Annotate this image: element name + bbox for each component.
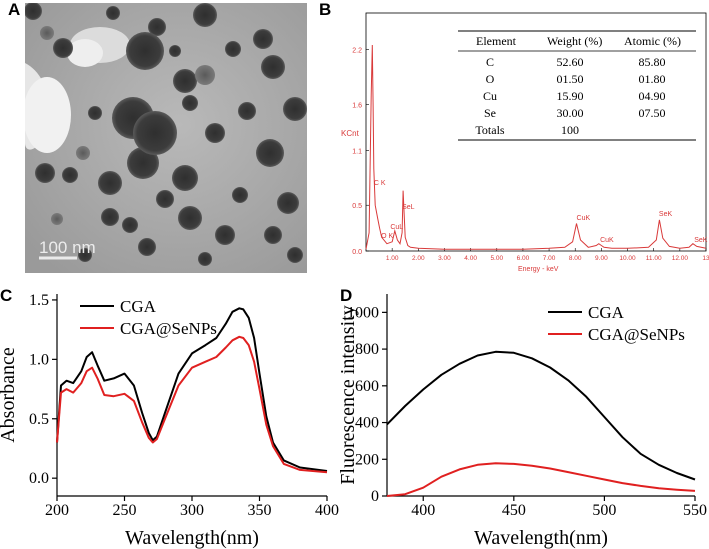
- eds-series-line: [365, 44, 707, 250]
- eds-y-tick-label: 0.5: [352, 203, 362, 210]
- eds-y-tick-label: 1.6: [352, 103, 362, 110]
- scale-label: 100 nm: [39, 238, 96, 257]
- absorbance-chart: 200 250 300 350 400 0.0 0.5 1.0 1.5 Wavelength(nm…: [0, 292, 339, 549]
- y-tick-label: 200: [355, 451, 379, 468]
- table-cell: C: [486, 55, 494, 69]
- y-axis-label: Fluorescence intensity: [340, 305, 359, 484]
- eds-x-tick-label: 4.00: [464, 255, 477, 262]
- eds-x-tick-label: 10.00: [619, 255, 636, 262]
- eds-axes: [365, 12, 707, 252]
- table-header-atomic: Atomic (%): [624, 34, 681, 48]
- eds-x-tick-label: 5.00: [490, 255, 503, 262]
- eds-peak-label: CuK: [577, 215, 591, 222]
- y-tick-label: 1000: [347, 304, 379, 321]
- eds-peak-labels: C K O K CuL SeL CuK CuK SeK SeK: [374, 180, 708, 244]
- panel-label-a: A: [8, 0, 21, 19]
- eds-peak-label: SeK: [659, 211, 673, 218]
- eds-spectrum-chart: 1.00 2.00 3.00 4.00 5.00 6.00 7.00 8.00 9.00 10.0…: [341, 12, 709, 273]
- eds-series: [365, 44, 707, 250]
- eds-x-tick-label: 12.00: [672, 255, 689, 262]
- y-tick-label: 1.0: [29, 351, 49, 368]
- eds-peak-label: CuL: [390, 224, 403, 231]
- y-tick-label: 0.0: [29, 470, 49, 487]
- x-tick-label: 500: [592, 502, 616, 519]
- y-tick-label: 1.5: [29, 292, 49, 309]
- table-cell: Totals: [475, 123, 504, 137]
- eds-peak-label: SeK: [694, 237, 708, 244]
- eds-xlabel: Energy - keV: [518, 266, 559, 273]
- eds-x-tick-label: 2.00: [412, 255, 425, 262]
- eds-x-tick-label: 11.00: [646, 255, 662, 262]
- table-cell: 85.80: [639, 55, 666, 69]
- x-tick-label: 350: [248, 502, 272, 519]
- table-cell: 07.50: [639, 106, 666, 120]
- element-table: Element Weight (%) Atomic (%) C 52.60 85.8…: [458, 30, 696, 141]
- table-cell: Cu: [483, 89, 497, 103]
- nanoparticles: [25, 3, 307, 266]
- y-tick-label: 800: [355, 341, 379, 358]
- y-tick-label: 600: [355, 378, 379, 395]
- tem-micrograph: 100 nm: [25, 3, 307, 273]
- eds-ylabel: KCnt: [341, 129, 360, 138]
- table-cell: O: [486, 72, 495, 86]
- x-tick-label: 400: [315, 502, 339, 519]
- eds-x-tick-label: 7.00: [543, 255, 556, 262]
- y-axis-label: Absorbance: [0, 347, 19, 443]
- legend-label: CGA@SeNPs: [588, 325, 685, 344]
- table-cell: 52.60: [557, 55, 584, 69]
- table-cell: 04.90: [639, 89, 666, 103]
- table-cell: 01.50: [557, 72, 584, 86]
- eds-x-tick-label: 13: [702, 255, 709, 262]
- table-cell: 15.90: [557, 89, 584, 103]
- table-cell: 30.00: [557, 106, 584, 120]
- series-line: [56, 307, 328, 472]
- table-header-element: Element: [476, 34, 517, 48]
- series-line: [56, 335, 328, 474]
- series-line: [386, 462, 696, 497]
- eds-peak-label: C K: [374, 180, 386, 187]
- x-axis-label: Wavelength(nm): [474, 527, 608, 549]
- eds-x-tick-label: 6.00: [517, 255, 530, 262]
- eds-y-tick-label: 0.0: [352, 249, 362, 256]
- eds-x-tick-label: 8.00: [569, 255, 582, 262]
- y-tick-label: 0: [371, 488, 379, 505]
- x-tick-label: 400: [411, 502, 435, 519]
- eds-x-tick-label: 9.00: [595, 255, 608, 262]
- x-tick-label: 550: [683, 502, 707, 519]
- table-cell: Se: [484, 106, 496, 120]
- eds-y-tick-label: 1.1: [352, 148, 362, 155]
- eds-peak-label: O K: [381, 233, 393, 240]
- table-header-weight: Weight (%): [547, 34, 602, 48]
- eds-ticks: 1.00 2.00 3.00 4.00 5.00 6.00 7.00 8.00 9.00 10.0…: [352, 48, 709, 262]
- panel-label-c: C: [0, 286, 13, 305]
- series-line: [386, 350, 696, 481]
- legend-label: CGA@SeNPs: [120, 319, 217, 338]
- legend-label: CGA: [588, 303, 625, 322]
- x-tick-label: 200: [45, 502, 69, 519]
- x-tick-label: 450: [502, 502, 526, 519]
- panel-label-d: D: [340, 286, 353, 305]
- x-tick-label: 300: [180, 502, 204, 519]
- eds-plot-frame: [365, 12, 707, 252]
- eds-x-tick-label: 3.00: [438, 255, 451, 262]
- table-cell: 100: [561, 123, 579, 137]
- table-cell: 01.80: [639, 72, 666, 86]
- legend-label: CGA: [120, 297, 157, 316]
- x-tick-label: 250: [113, 502, 137, 519]
- y-tick-label: 400: [355, 415, 379, 432]
- eds-x-tick-label: 1.00: [386, 255, 399, 262]
- panel-label-b: B: [319, 0, 332, 19]
- eds-peak-label: SeL: [402, 204, 415, 211]
- y-tick-label: 0.5: [29, 411, 49, 428]
- fluorescence-chart: 400 450 500 550 0 200 400 600 800 1000 Wavelength(…: [340, 294, 707, 549]
- eds-peak-label: CuK: [600, 237, 614, 244]
- eds-y-tick-label: 2.2: [352, 48, 362, 55]
- x-axis-label: Wavelength(nm): [125, 527, 259, 549]
